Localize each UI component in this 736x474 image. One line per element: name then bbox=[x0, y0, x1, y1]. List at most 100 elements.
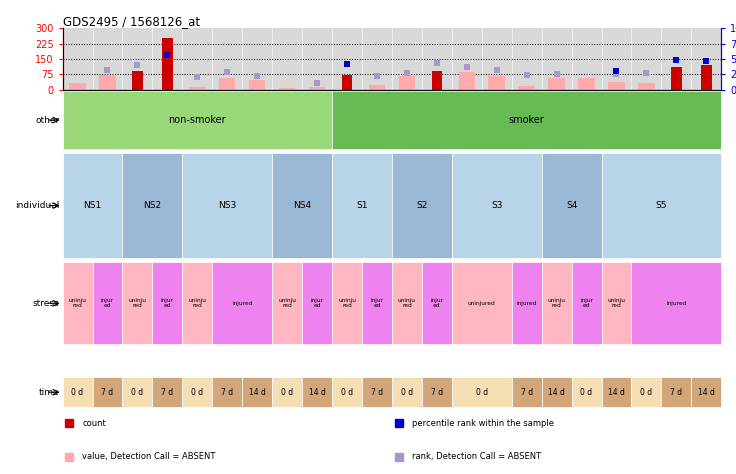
Bar bbox=[249, 81, 266, 90]
Text: 14 d: 14 d bbox=[249, 388, 266, 397]
Bar bbox=[572, 377, 601, 407]
Text: 0 d: 0 d bbox=[131, 388, 144, 397]
Text: other: other bbox=[35, 116, 60, 125]
Bar bbox=[362, 262, 392, 344]
Bar bbox=[162, 37, 173, 90]
Text: NS4: NS4 bbox=[293, 201, 311, 210]
Bar bbox=[662, 377, 691, 407]
Text: value, Detection Call = ABSENT: value, Detection Call = ABSENT bbox=[82, 453, 216, 461]
Bar bbox=[93, 262, 122, 344]
Bar bbox=[392, 377, 422, 407]
Bar bbox=[601, 377, 631, 407]
Bar bbox=[489, 76, 505, 90]
Text: percentile rank within the sample: percentile rank within the sample bbox=[411, 419, 553, 428]
Bar bbox=[122, 153, 183, 258]
Text: S2: S2 bbox=[416, 201, 428, 210]
Bar bbox=[99, 75, 116, 90]
Text: 0 d: 0 d bbox=[475, 388, 488, 397]
Text: injur
ed: injur ed bbox=[311, 299, 324, 308]
Text: NS2: NS2 bbox=[144, 201, 161, 210]
Text: S3: S3 bbox=[491, 201, 503, 210]
Text: uninju
red: uninju red bbox=[607, 299, 626, 308]
Text: 14 d: 14 d bbox=[608, 388, 625, 397]
Bar bbox=[63, 91, 332, 149]
Bar bbox=[63, 262, 93, 344]
Bar bbox=[369, 85, 385, 90]
Text: 14 d: 14 d bbox=[308, 388, 325, 397]
Text: 7 d: 7 d bbox=[670, 388, 682, 397]
Text: 0 d: 0 d bbox=[581, 388, 592, 397]
Text: uninju
red: uninju red bbox=[68, 299, 87, 308]
Bar bbox=[601, 153, 721, 258]
Text: injur
ed: injur ed bbox=[370, 299, 383, 308]
Bar bbox=[309, 87, 325, 90]
Bar bbox=[631, 262, 721, 344]
Text: smoker: smoker bbox=[509, 115, 545, 125]
Text: injured: injured bbox=[517, 301, 537, 306]
Bar bbox=[671, 67, 682, 90]
Bar bbox=[332, 91, 721, 149]
Text: 14 d: 14 d bbox=[698, 388, 715, 397]
Bar bbox=[572, 262, 601, 344]
Text: stress: stress bbox=[33, 299, 60, 308]
Text: uninju
red: uninju red bbox=[338, 299, 356, 308]
Text: 0 d: 0 d bbox=[71, 388, 84, 397]
Bar bbox=[183, 377, 212, 407]
Text: injured: injured bbox=[232, 301, 252, 306]
Bar bbox=[272, 153, 332, 258]
Text: 0 d: 0 d bbox=[401, 388, 413, 397]
Bar bbox=[242, 377, 272, 407]
Bar bbox=[132, 71, 143, 90]
Bar bbox=[518, 86, 535, 90]
Bar bbox=[332, 153, 392, 258]
Bar bbox=[63, 153, 122, 258]
Text: GDS2495 / 1568126_at: GDS2495 / 1568126_at bbox=[63, 16, 199, 28]
Bar bbox=[459, 72, 475, 90]
Bar bbox=[542, 262, 572, 344]
Bar bbox=[272, 377, 302, 407]
Bar bbox=[152, 262, 183, 344]
Bar bbox=[183, 153, 272, 258]
Bar bbox=[212, 377, 242, 407]
Bar bbox=[93, 377, 122, 407]
Text: S5: S5 bbox=[656, 201, 667, 210]
Text: uninju
red: uninju red bbox=[278, 299, 296, 308]
Text: injur
ed: injur ed bbox=[580, 299, 593, 308]
Bar bbox=[279, 88, 295, 90]
Bar bbox=[512, 377, 542, 407]
Bar bbox=[69, 83, 86, 90]
Bar bbox=[392, 262, 422, 344]
Bar bbox=[332, 262, 362, 344]
Bar bbox=[183, 262, 212, 344]
Text: rank, Detection Call = ABSENT: rank, Detection Call = ABSENT bbox=[411, 453, 541, 461]
Text: injur
ed: injur ed bbox=[161, 299, 174, 308]
Text: NS1: NS1 bbox=[83, 201, 102, 210]
Bar bbox=[542, 377, 572, 407]
Text: 7 d: 7 d bbox=[161, 388, 174, 397]
Bar bbox=[332, 377, 362, 407]
Text: S4: S4 bbox=[566, 201, 577, 210]
Bar bbox=[452, 153, 542, 258]
Bar bbox=[219, 78, 236, 90]
Bar bbox=[608, 82, 625, 90]
Text: 0 d: 0 d bbox=[281, 388, 293, 397]
Text: uninju
red: uninju red bbox=[398, 299, 416, 308]
Bar bbox=[601, 262, 631, 344]
Bar bbox=[122, 262, 152, 344]
Text: uninju
red: uninju red bbox=[128, 299, 146, 308]
Bar bbox=[512, 262, 542, 344]
Text: time: time bbox=[39, 388, 60, 397]
Bar bbox=[548, 78, 565, 90]
Bar bbox=[452, 377, 512, 407]
Bar bbox=[189, 87, 205, 90]
Text: uninju
red: uninju red bbox=[548, 299, 565, 308]
Text: uninju
red: uninju red bbox=[188, 299, 206, 308]
Bar bbox=[542, 153, 601, 258]
Text: 7 d: 7 d bbox=[222, 388, 233, 397]
Text: injur
ed: injur ed bbox=[431, 299, 443, 308]
Bar bbox=[638, 83, 654, 90]
Text: 7 d: 7 d bbox=[371, 388, 383, 397]
Bar bbox=[701, 65, 712, 90]
Bar bbox=[691, 377, 721, 407]
Text: NS3: NS3 bbox=[218, 201, 236, 210]
